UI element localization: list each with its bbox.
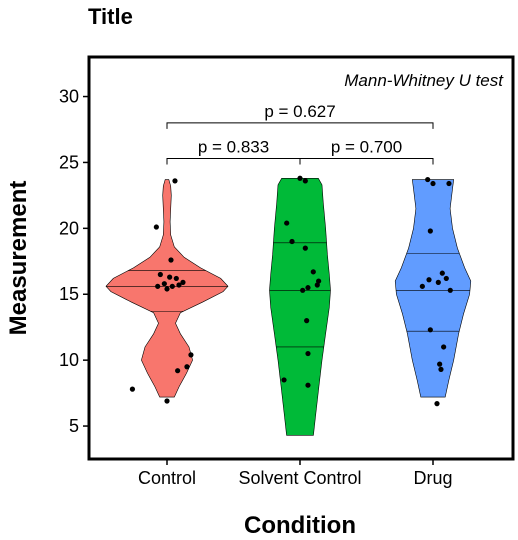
data-point-0-7 xyxy=(161,281,167,287)
data-point-2-4 xyxy=(439,270,445,276)
y-tick-label-3: 20 xyxy=(59,218,79,238)
data-point-0-5 xyxy=(173,275,179,282)
data-point-0-15 xyxy=(129,386,136,392)
data-point-0-16 xyxy=(164,398,170,404)
y-tick-label-1: 10 xyxy=(59,350,79,370)
violin-2 xyxy=(394,179,472,398)
chart-title: Title xyxy=(88,4,133,29)
y-tick-label-5: 30 xyxy=(59,87,79,107)
data-point-1-5 xyxy=(310,269,316,275)
comparison-bracket-2 xyxy=(166,122,434,129)
data-point-2-8 xyxy=(419,283,425,289)
x-tick-label-1: Solvent Control xyxy=(238,468,361,488)
data-point-0-14 xyxy=(175,368,181,374)
data-point-0-11 xyxy=(164,286,170,292)
data-point-0-13 xyxy=(184,364,190,370)
data-point-1-8 xyxy=(305,285,311,291)
data-point-2-5 xyxy=(443,275,449,282)
data-point-0-2 xyxy=(168,257,174,263)
data-point-1-2 xyxy=(284,220,290,226)
comparison-label-1: p = 0.700 xyxy=(331,137,402,156)
data-point-2-9 xyxy=(447,287,453,293)
x-axis: Control Solvent Control Drug xyxy=(138,459,453,488)
data-point-2-11 xyxy=(441,344,447,350)
data-point-0-6 xyxy=(180,279,186,285)
data-point-0-10 xyxy=(155,283,161,289)
y-tick-label-4: 25 xyxy=(59,152,79,172)
data-point-2-7 xyxy=(435,279,441,285)
data-point-1-0 xyxy=(297,175,303,181)
data-point-1-7 xyxy=(314,282,320,288)
data-point-1-4 xyxy=(302,245,308,251)
comparison-label-0: p = 0.833 xyxy=(198,137,269,156)
data-point-0-1 xyxy=(153,224,159,230)
comparisons-layer: p = 0.833 p = 0.700 p = 0.627 xyxy=(166,102,434,165)
data-point-1-9 xyxy=(300,287,306,293)
test-annotation: Mann-Whitney U test xyxy=(344,71,504,90)
data-point-2-14 xyxy=(434,401,440,407)
x-tick-label-2: Drug xyxy=(413,468,452,488)
data-point-2-2 xyxy=(446,180,452,187)
data-point-0-0 xyxy=(172,178,178,184)
data-point-2-12 xyxy=(437,361,443,367)
data-point-0-9 xyxy=(169,283,175,289)
data-point-0-4 xyxy=(167,274,173,280)
data-point-2-0 xyxy=(425,176,431,183)
comparison-label-2: p = 0.627 xyxy=(264,102,335,121)
y-axis-title: Measurement xyxy=(5,181,32,336)
x-tick-label-0: Control xyxy=(138,468,196,488)
data-point-2-13 xyxy=(438,366,444,372)
data-point-2-6 xyxy=(426,277,432,283)
data-point-1-6 xyxy=(316,278,322,284)
data-point-1-10 xyxy=(304,318,310,324)
points-layer xyxy=(129,175,453,407)
x-axis-title: Condition xyxy=(244,512,356,539)
data-point-0-8 xyxy=(176,282,182,288)
data-point-2-3 xyxy=(427,228,433,234)
data-point-0-12 xyxy=(188,352,194,358)
data-point-1-11 xyxy=(305,350,311,357)
data-point-1-13 xyxy=(305,382,311,388)
data-point-2-1 xyxy=(430,180,436,187)
data-point-1-1 xyxy=(302,178,308,184)
data-point-1-12 xyxy=(281,377,287,383)
data-point-0-3 xyxy=(157,271,163,278)
y-axis: 5 10 15 20 25 30 xyxy=(59,87,89,436)
y-tick-label-2: 15 xyxy=(59,284,79,304)
data-point-2-10 xyxy=(427,327,433,333)
data-point-1-3 xyxy=(289,238,295,245)
comparison-bracket-1 xyxy=(299,157,434,165)
y-tick-label-0: 5 xyxy=(69,416,79,436)
